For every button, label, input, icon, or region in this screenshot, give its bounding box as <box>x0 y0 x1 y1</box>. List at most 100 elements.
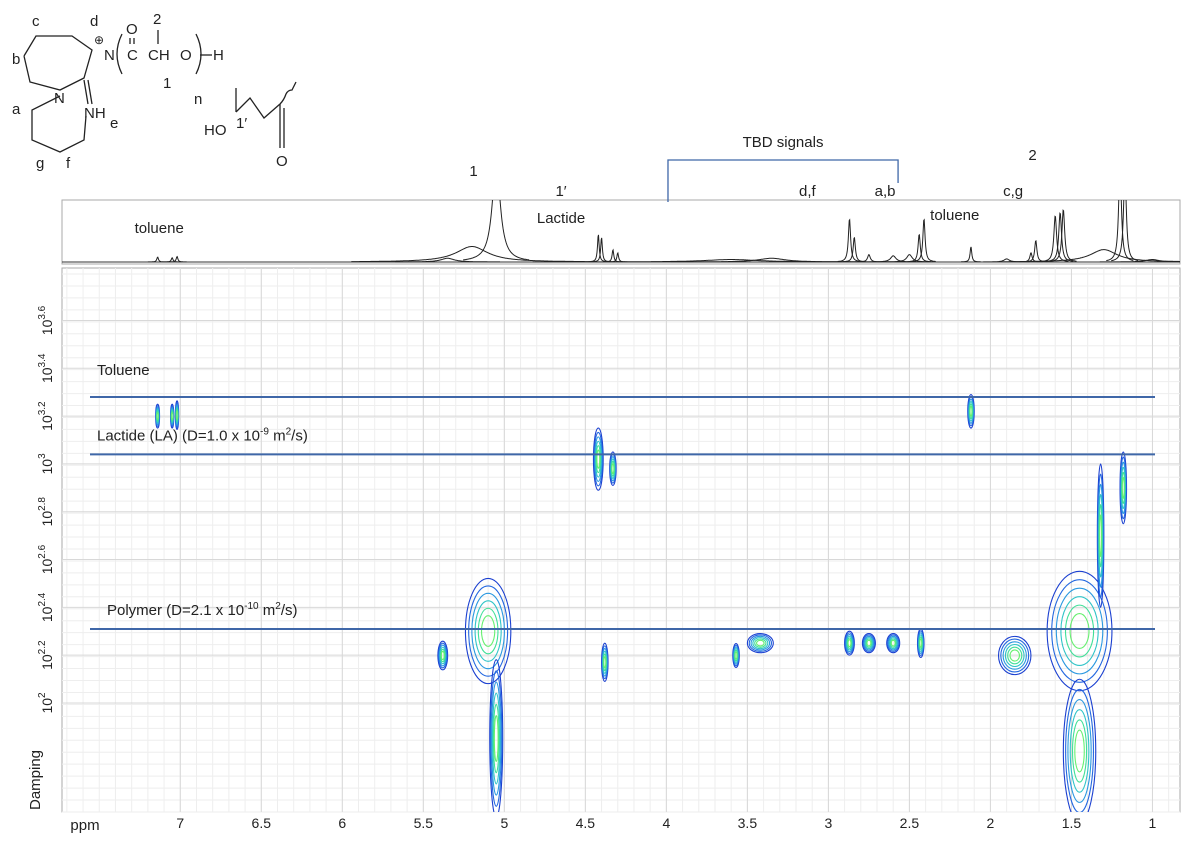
label-part: Toluene <box>97 362 150 379</box>
reference-label: Polymer (D=2.1 x 10-10 m2/s) <box>107 601 298 619</box>
y-tick-exponent: 3.6 <box>37 305 48 319</box>
spectrum-peak <box>147 256 168 263</box>
peak-annotation: 1′ <box>555 183 566 200</box>
spectrum-peak <box>591 237 612 263</box>
contour <box>844 632 855 654</box>
y-tick-label: 102 <box>37 692 55 714</box>
atom-label: N <box>104 47 115 64</box>
superscript: -10 <box>244 601 259 612</box>
spectrum-peak <box>912 218 936 262</box>
contour <box>468 585 509 677</box>
contour <box>864 637 874 650</box>
contour <box>175 410 179 420</box>
atom-label: d <box>90 13 98 30</box>
y-tick-base: 10 <box>39 559 55 575</box>
atom-label: CH <box>148 47 170 64</box>
ring-upper <box>23 35 93 91</box>
bracket-label: TBD signals <box>743 134 824 151</box>
x-tick-label: 3.5 <box>738 815 758 831</box>
spectrum-peak <box>162 257 182 263</box>
grid <box>62 268 1180 813</box>
contour <box>471 592 505 670</box>
peak-annotation: 2 <box>1028 147 1036 164</box>
contour <box>1000 638 1030 673</box>
y-axis-label: Damping <box>27 750 44 810</box>
peak-annotation: d,f <box>799 183 817 200</box>
label-part: m <box>269 427 286 444</box>
ring-lower <box>31 95 87 153</box>
contour <box>1002 641 1027 670</box>
y-tick-label: 102.2 <box>37 640 55 670</box>
x-tick-label: 6 <box>338 815 346 831</box>
contour <box>603 656 607 669</box>
x-tick-label: 5 <box>500 815 508 831</box>
contour <box>847 639 852 648</box>
contour <box>491 681 502 796</box>
contour <box>492 703 500 774</box>
peak-annotation: Lactide <box>537 210 585 227</box>
contour <box>866 639 872 647</box>
label-part: Polymer (D=2.1 x 10 <box>107 602 244 619</box>
contour <box>1062 678 1097 812</box>
contour <box>919 638 923 648</box>
bond <box>235 96 281 119</box>
y-tick-label: 103.4 <box>37 353 55 383</box>
atom-label: a <box>12 101 21 118</box>
contour <box>969 405 973 417</box>
chemical-structure <box>23 30 297 153</box>
spectrum-peak <box>1024 239 1048 263</box>
spectrum-peak <box>1111 200 1139 262</box>
contour <box>490 670 503 807</box>
x-tick-label: 1 <box>1149 815 1157 831</box>
peak-annotation: 1 <box>469 163 477 180</box>
spectrum-peak <box>842 236 866 263</box>
contour <box>861 633 876 654</box>
atom-label: f <box>66 155 71 172</box>
y-tick-label: 102.4 <box>37 592 55 622</box>
contour <box>593 431 604 487</box>
plot-frame <box>61 267 1181 813</box>
x-tick-label: 2.5 <box>900 815 920 831</box>
reference-label: Lactide (LA) (D=1.0 x 10-9 m2/s) <box>97 426 308 444</box>
atom-label: g <box>36 155 44 172</box>
superscript: 2 <box>286 426 292 437</box>
contour <box>1055 587 1104 675</box>
y-tick-label: 102.8 <box>37 497 55 527</box>
contour <box>863 635 875 651</box>
bracket <box>667 159 899 202</box>
spectrum-peak <box>1106 200 1134 262</box>
paren <box>116 33 123 75</box>
x-tick-label: 6.5 <box>252 815 272 831</box>
contour <box>1099 514 1103 558</box>
atom-label: n <box>194 91 202 108</box>
contour <box>438 644 447 667</box>
contour <box>489 659 504 812</box>
contour <box>1067 699 1092 803</box>
contour <box>438 642 448 669</box>
spectrum-peak <box>961 246 981 263</box>
contour <box>845 634 854 653</box>
contour <box>746 633 774 654</box>
contour <box>844 630 855 656</box>
spectrum <box>147 200 1180 263</box>
atom-label: c <box>32 13 40 30</box>
y-tick-base: 10 <box>39 698 55 714</box>
contour <box>474 600 502 662</box>
y-tick-base: 10 <box>39 459 55 475</box>
bond <box>87 79 93 105</box>
contour <box>439 646 447 665</box>
contour <box>734 651 738 660</box>
contour <box>1065 688 1094 812</box>
contour <box>491 692 501 785</box>
contour <box>1007 646 1023 665</box>
spectrum-peak <box>1099 259 1180 263</box>
y-tick-label: 103.6 <box>37 305 55 335</box>
spectrum-peak <box>869 255 917 263</box>
peak-annotation: c,g <box>1003 183 1023 200</box>
contour <box>594 440 602 478</box>
y-tick-label: 102.6 <box>37 544 55 574</box>
atom-label: C <box>127 47 138 64</box>
atom-label: H <box>213 47 224 64</box>
peak-annotation: toluene <box>135 220 184 237</box>
